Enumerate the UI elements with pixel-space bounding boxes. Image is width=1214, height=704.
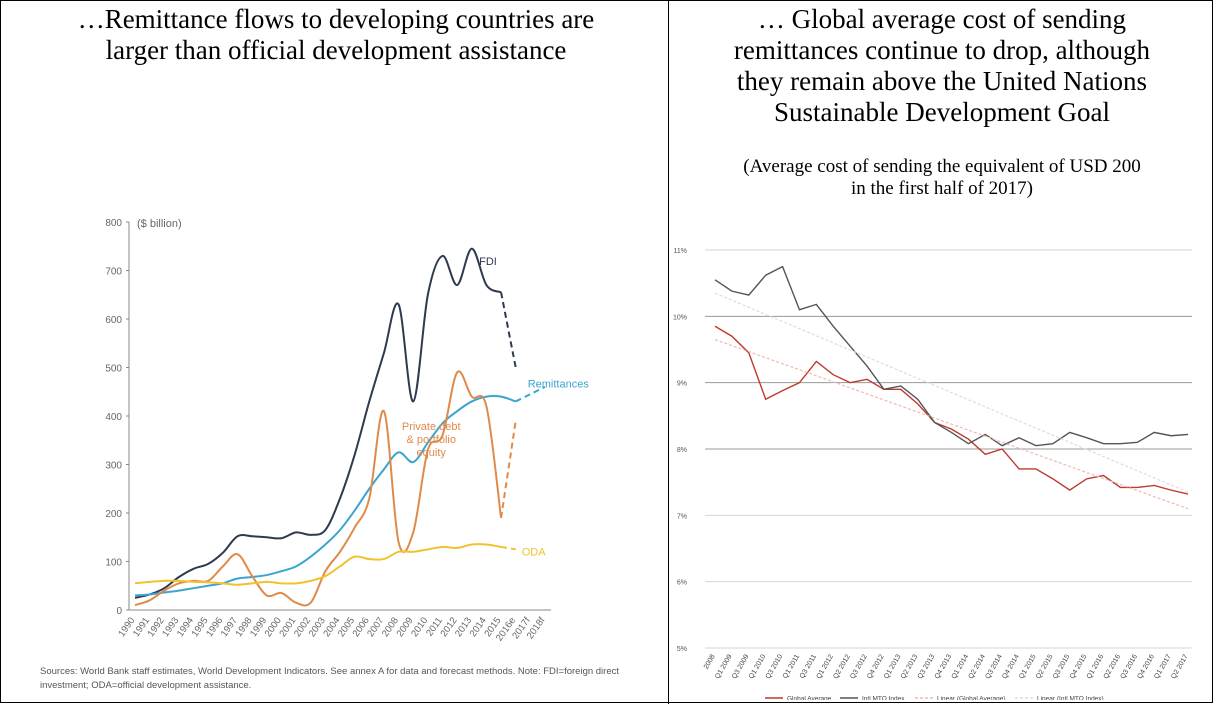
y-tick-label: 400 xyxy=(105,412,122,423)
legend-label-linear-intl-mto-index: Linear (Intl MTO Index) xyxy=(1037,696,1104,701)
y-tick-label: 300 xyxy=(105,461,122,472)
series-line-oda xyxy=(134,543,502,586)
y-tick-label: 8% xyxy=(677,447,687,454)
right-panel-heading: … Global average cost of sending remitta… xyxy=(672,4,1212,128)
legend-label-global-average: Global Average xyxy=(787,696,832,701)
y-tick-label: 600 xyxy=(105,315,122,326)
series-label-remittances: Remittances xyxy=(528,378,590,390)
left-heading-line1: …Remittance flows to developing countrie… xyxy=(77,4,595,34)
series-forecast-fdi xyxy=(500,292,517,368)
right-heading-line3: they remain above the United Nations xyxy=(736,66,1148,96)
y-tick-label: 6% xyxy=(677,580,687,587)
sources-line2: investment; ODA=official development ass… xyxy=(40,680,252,691)
right-sub-line2: in the first half of 2017) xyxy=(850,178,1034,199)
series-line-global-average xyxy=(714,325,1189,495)
y-axis-unit: ($ billion) xyxy=(137,218,182,230)
y-tick-label: 100 xyxy=(105,558,122,569)
left-heading-line2: larger than official development assista… xyxy=(105,35,567,65)
series-line-intl-mto-index xyxy=(714,265,1189,447)
series-forecast-remittances xyxy=(515,386,546,403)
series-forecast-private-debt-portfolio-equity xyxy=(500,420,517,518)
right-heading-line2: remittances continue to drop, although xyxy=(733,35,1151,65)
right-panel-subheading: (Average cost of sending the equivalent … xyxy=(672,156,1212,200)
right-heading-line4: Sustainable Development Goal xyxy=(774,97,1110,127)
legend-label-linear-global-average: Linear (Global Average) xyxy=(937,696,1006,701)
series-label-private-debt-portfolio-equity: Private debt & portfolio equity xyxy=(402,421,461,459)
y-tick-label: 9% xyxy=(677,381,687,388)
sources-note: Sources: World Bank staff estimates, Wor… xyxy=(40,665,660,693)
y-tick-label: 10% xyxy=(673,314,687,321)
sources-line1: Sources: World Bank staff estimates, Wor… xyxy=(40,666,620,677)
series-forecast-oda xyxy=(500,545,516,551)
series-line-remittances xyxy=(134,394,517,597)
series-label-fdi: FDI xyxy=(479,256,497,268)
y-tick-label: 700 xyxy=(105,267,122,278)
x-tick-label: Q2 2017 xyxy=(1170,653,1190,680)
series-label-oda: ODA xyxy=(522,546,547,558)
series-line-fdi xyxy=(134,247,502,599)
y-tick-label: 800 xyxy=(105,218,122,229)
y-tick-label: 0 xyxy=(116,606,122,617)
series-line-linear-global-average xyxy=(714,338,1189,510)
series-line-linear-intl-mto-index xyxy=(714,292,1189,493)
y-tick-label: 7% xyxy=(677,513,687,520)
panel-divider xyxy=(668,0,669,704)
right-heading-line1: … Global average cost of sending xyxy=(757,4,1127,34)
y-tick-label: 200 xyxy=(105,509,122,520)
legend-label-intl-mto-index: Intl MTO Index xyxy=(862,696,905,701)
x-tick-label: 2008 xyxy=(703,653,717,670)
right-sub-line1: (Average cost of sending the equivalent … xyxy=(743,156,1141,177)
y-tick-label: 500 xyxy=(105,364,122,375)
y-tick-label: 5% xyxy=(677,646,687,653)
left-panel-heading: …Remittance flows to developing countrie… xyxy=(6,4,666,66)
y-tick-label: 11% xyxy=(674,248,688,255)
